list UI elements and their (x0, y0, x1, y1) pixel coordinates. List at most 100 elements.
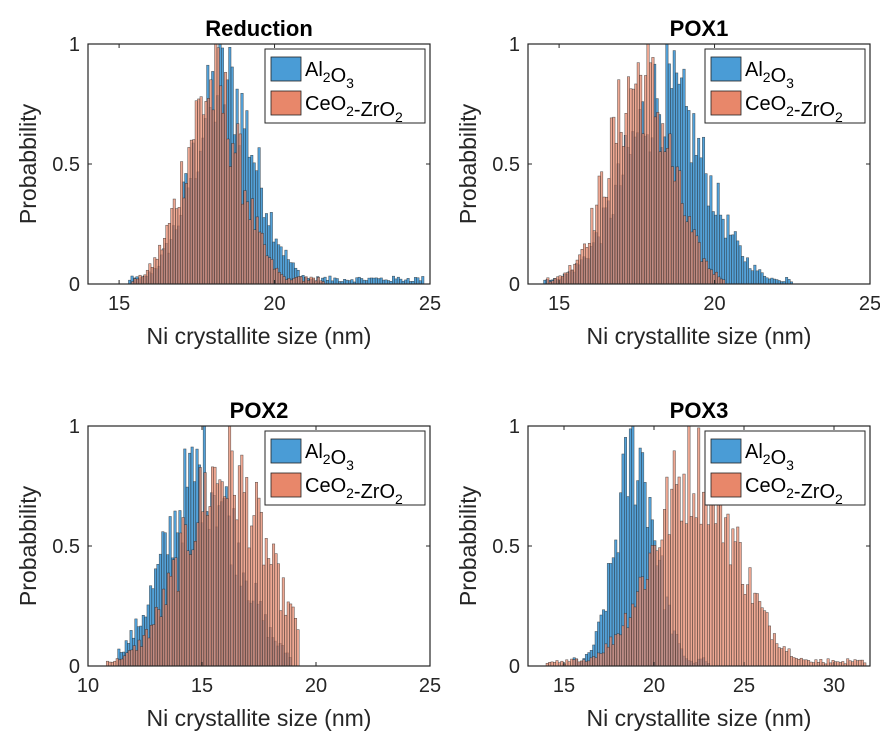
bar-series-2-20 (154, 606, 158, 666)
y-tick-label: 1 (509, 416, 520, 438)
bar-series-2-24 (605, 196, 608, 284)
bar-series-2-21 (597, 652, 600, 666)
bar-series-2-61 (280, 274, 284, 284)
bar-series-2-28 (614, 634, 618, 666)
bar-series-2-54 (677, 476, 681, 666)
legend-swatch-2 (270, 90, 302, 116)
bar-series-2-37 (636, 62, 640, 284)
x-tick-label: 15 (191, 675, 213, 697)
bar-series-2-26 (194, 100, 198, 284)
bar-series-2-63 (285, 279, 289, 284)
chart-panel-2: 15 20 25 0 0.5 1 POX1 Ni crystallite size (nm) P… (455, 16, 880, 349)
bar-series-2-6 (120, 658, 124, 666)
bar-series-2-29 (202, 114, 206, 284)
bar-series-2-43 (651, 57, 655, 284)
bar-series-2-3 (138, 274, 142, 284)
bar-series-2-58 (688, 216, 692, 284)
bar-series-2-9 (127, 650, 131, 666)
bar-series-2-60 (277, 272, 281, 284)
bar-series-2-49 (225, 498, 229, 666)
bar-series-2-41 (206, 515, 210, 666)
x-tick-label: 25 (419, 293, 441, 315)
bar-series-2-62 (697, 242, 701, 284)
bar-series-2-74 (286, 601, 290, 666)
bar-series-2-51 (255, 216, 259, 284)
bar-series-2-126 (853, 659, 857, 666)
bar-series-2-33 (627, 76, 630, 284)
bar-series-2-35 (631, 88, 635, 284)
bar-series-2-50 (668, 133, 672, 284)
bar-series-2-81 (743, 594, 747, 666)
bar-series-2-105 (802, 659, 806, 666)
bar-series-2-35 (191, 549, 195, 666)
x-axis-label: Ni crystallite size (nm) (147, 323, 372, 349)
bar-series-2-56 (242, 492, 246, 666)
bar-series-2-21 (182, 197, 186, 284)
bar-series-2-16 (584, 661, 588, 666)
y-tick-label: 1 (509, 34, 520, 56)
bar-series-2-101 (792, 657, 796, 666)
bar-series-2-57 (245, 477, 249, 666)
bar-series-2-42 (648, 552, 652, 666)
bar-series-2-33 (211, 109, 215, 284)
bar-series-2-51 (670, 166, 674, 284)
bar-series-2-83 (748, 567, 752, 666)
bar-series-2-23 (187, 147, 191, 284)
bar-series-2-27 (611, 644, 615, 666)
bar-series-2-77 (733, 541, 737, 666)
y-tick-label: 0.5 (52, 536, 80, 558)
bar-series-2-84 (750, 603, 754, 666)
bar-series-2-44 (653, 545, 657, 666)
bar-series-1-89 (760, 272, 764, 284)
bar-series-1-108 (392, 275, 395, 284)
bar-series-2-48 (663, 151, 667, 284)
x-tick-label: 15 (108, 293, 130, 315)
bar-series-2-6 (561, 275, 564, 284)
bar-series-2-62 (697, 427, 701, 666)
bar-series-2-71 (279, 610, 283, 666)
bar-series-2-0 (546, 277, 550, 284)
legend-swatch-1 (270, 56, 302, 82)
bar-series-1-82 (328, 275, 332, 284)
bar-series-2-36 (633, 606, 637, 666)
x-tick-label: 20 (643, 675, 665, 697)
bar-series-2-18 (589, 657, 593, 666)
bar-series-1-90 (763, 275, 767, 284)
bar-series-2-69 (714, 523, 718, 666)
bar-series-2-125 (851, 661, 855, 666)
bar-series-2-23 (601, 652, 605, 666)
bar-series-2-68 (272, 543, 276, 666)
bar-series-2-30 (204, 101, 208, 284)
bar-series-2-22 (599, 653, 603, 666)
bar-series-2-28 (614, 142, 618, 284)
bar-series-2-4 (115, 658, 119, 666)
bar-series-2-13 (163, 238, 166, 284)
bar-series-1-92 (768, 278, 771, 284)
bar-series-2-8 (150, 267, 154, 284)
bar-series-2-11 (132, 645, 136, 666)
bar-series-1-102 (377, 278, 381, 284)
bar-series-2-20 (180, 161, 184, 284)
bar-series-2-61 (255, 481, 258, 666)
bar-series-2-2 (136, 278, 140, 284)
bar-series-2-22 (159, 616, 163, 666)
x-tick-label: 20 (703, 293, 725, 315)
bar-series-1-109 (394, 278, 398, 284)
x-axis-label: Ni crystallite size (nm) (587, 705, 812, 731)
bar-series-2-27 (171, 559, 175, 666)
bar-series-1-81 (741, 256, 745, 284)
bar-series-2-110 (814, 659, 818, 666)
bar-series-1-105 (384, 279, 388, 284)
bar-series-1-88 (343, 279, 347, 284)
legend-swatch-1 (710, 56, 742, 82)
bar-series-2-15 (582, 659, 586, 666)
bar-series-2-40 (228, 166, 232, 284)
bar-series-2-67 (269, 564, 273, 666)
bar-series-2-7 (123, 655, 127, 666)
x-tick-label: 15 (548, 293, 570, 315)
bar-series-2-33 (626, 627, 630, 666)
bar-series-1-110 (396, 276, 400, 284)
bar-series-2-25 (606, 646, 610, 666)
bar-series-2-2 (550, 661, 554, 666)
